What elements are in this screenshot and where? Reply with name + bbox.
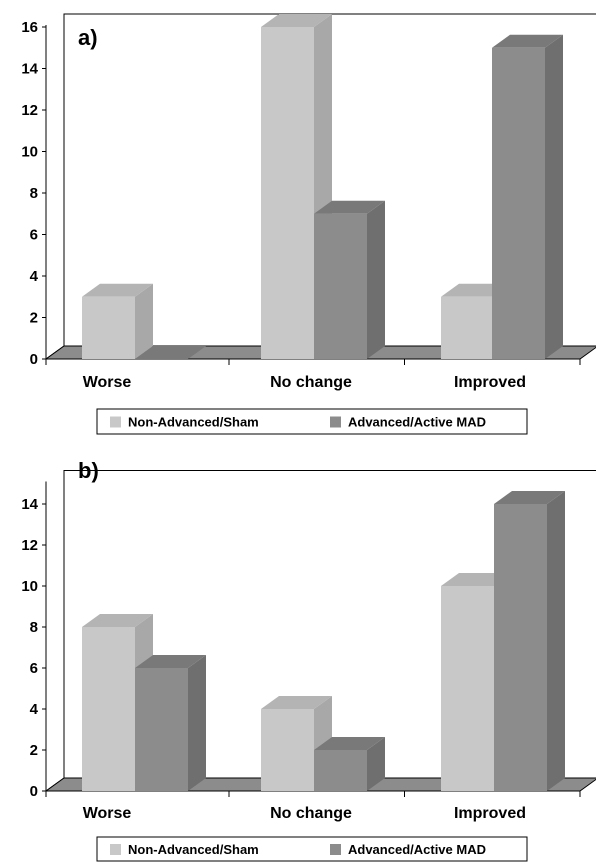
y-tick-label: 6	[30, 227, 38, 244]
bar-top	[314, 737, 385, 750]
x-category-label: No change	[270, 805, 352, 822]
bar-side	[135, 283, 153, 359]
y-tick-label: 4	[30, 701, 39, 718]
panel-label: a)	[78, 25, 98, 50]
legend: Non-Advanced/Sham Advanced/Active MAD	[96, 408, 528, 435]
bar-top	[261, 696, 332, 709]
y-tick-label: 10	[21, 144, 38, 161]
y-tick-label: 12	[21, 102, 38, 119]
bar-top	[135, 346, 206, 359]
legend-swatch-series-1	[110, 844, 121, 855]
bar-no-change-series-2	[314, 213, 367, 359]
legend-box	[96, 836, 528, 862]
panel-label: b)	[78, 458, 99, 483]
legend-swatch-series-2	[330, 416, 341, 428]
legend-label-series-1: Non-Advanced/Sham	[128, 415, 259, 430]
bar-top	[82, 614, 153, 627]
bar-top	[492, 34, 563, 48]
x-category-label: No change	[270, 374, 352, 391]
legend-label-series-1: Non-Advanced/Sham	[128, 842, 259, 857]
x-category-label: Worse	[83, 805, 132, 822]
y-tick-label: 16	[21, 19, 38, 36]
bar-improved-series-1	[441, 586, 494, 791]
y-tick-label: 8	[30, 185, 38, 202]
y-tick-label: 6	[30, 660, 38, 677]
legend-label-series-2: Advanced/Active MAD	[348, 842, 486, 857]
bar-top	[261, 14, 332, 27]
bar-top	[135, 655, 206, 668]
legend: Non-Advanced/Sham Advanced/Active MAD	[96, 836, 528, 862]
y-tick-label: 12	[21, 537, 38, 554]
bar-no-change-series-1	[261, 27, 314, 359]
bar-top	[314, 200, 385, 214]
bar-worse-series-1	[82, 627, 135, 791]
y-tick-label: 0	[30, 783, 38, 800]
bar-side	[188, 655, 206, 791]
chart-b: 0 2 4 6 8 10 12 14 Worse No change Improved b) Non-A…	[21, 458, 596, 862]
bar-improved-series-2	[492, 47, 545, 359]
y-tick-label: 4	[30, 268, 39, 285]
legend-swatch-series-2	[330, 844, 341, 855]
bar-worse-series-2	[135, 668, 188, 791]
y-tick-label: 2	[30, 742, 38, 759]
y-tick-label: 0	[30, 351, 38, 368]
x-category-label: Improved	[454, 805, 526, 822]
bar-top	[82, 283, 153, 297]
y-tick-label: 2	[30, 310, 38, 327]
bar-side	[367, 737, 385, 791]
bar-no-change-series-1	[261, 709, 314, 791]
y-tick-label: 14	[21, 61, 38, 78]
bar-improved-series-1	[441, 296, 494, 359]
y-tick-label: 10	[21, 578, 38, 595]
legend-swatch-series-1	[110, 416, 121, 428]
chart-a: 0 2 4 6 8 10 12 14 16 Worse No change Improved a) Non…	[21, 13, 596, 435]
legend-label-series-2: Advanced/Active MAD	[348, 415, 486, 430]
bar-worse-series-1	[82, 296, 135, 359]
y-tick-label: 8	[30, 619, 38, 636]
x-category-label: Worse	[83, 374, 132, 391]
bar-side	[367, 200, 385, 359]
x-category-label: Improved	[454, 374, 526, 391]
y-tick-label: 14	[21, 496, 38, 513]
bar-side	[545, 34, 563, 359]
bar-improved-series-2	[494, 504, 547, 791]
bar-side	[547, 491, 565, 791]
bar-no-change-series-2	[314, 750, 367, 791]
legend-box	[96, 408, 528, 435]
bar-top	[494, 491, 565, 504]
